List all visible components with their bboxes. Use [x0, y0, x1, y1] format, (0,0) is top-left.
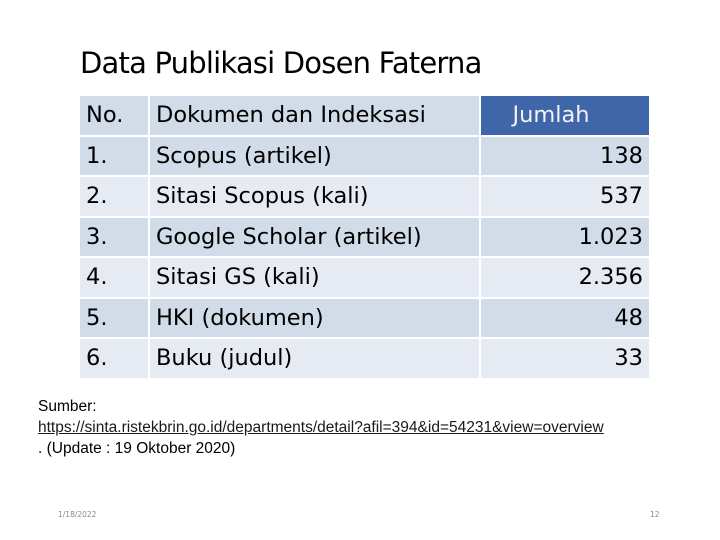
table-row: 2. Sitasi Scopus (kali) 537: [80, 177, 649, 218]
row-number: 3.: [80, 217, 148, 258]
source-note: Sumber: https://sinta.ristekbrin.go.id/d…: [38, 396, 708, 459]
row-number: 6.: [80, 339, 148, 380]
row-document: Buku (judul): [148, 339, 481, 380]
header-no: No.: [80, 96, 148, 137]
row-count: 2.356: [481, 258, 649, 299]
row-count: 138: [481, 136, 649, 177]
row-count: 33: [481, 339, 649, 380]
header-jumlah: Jumlah: [481, 96, 649, 137]
table-row: 6. Buku (judul) 33: [80, 339, 649, 380]
row-document: HKI (dokumen): [148, 298, 481, 339]
table-header-row: No. Dokumen dan Indeksasi Jumlah: [80, 96, 649, 137]
table-row: 5. HKI (dokumen) 48: [80, 298, 649, 339]
row-number: 1.: [80, 136, 148, 177]
footer-date: 1/18/2022: [58, 510, 97, 519]
row-document: Google Scholar (artikel): [148, 217, 481, 258]
row-number: 2.: [80, 177, 148, 218]
page-number: 12: [650, 510, 660, 519]
source-label: Sumber:: [38, 398, 97, 415]
slide-title: Data Publikasi Dosen Faterna: [80, 46, 482, 80]
row-number: 5.: [80, 298, 148, 339]
row-document: Scopus (artikel): [148, 136, 481, 177]
row-number: 4.: [80, 258, 148, 299]
source-link[interactable]: https://sinta.ristekbrin.go.id/departmen…: [38, 419, 604, 436]
source-update-note: . (Update : 19 Oktober 2020): [38, 440, 236, 457]
header-document: Dokumen dan Indeksasi: [148, 96, 481, 137]
row-count: 1.023: [481, 217, 649, 258]
table-row: 3. Google Scholar (artikel) 1.023: [80, 217, 649, 258]
row-document: Sitasi Scopus (kali): [148, 177, 481, 218]
table-row: 4. Sitasi GS (kali) 2.356: [80, 258, 649, 299]
row-count: 537: [481, 177, 649, 218]
row-document: Sitasi GS (kali): [148, 258, 481, 299]
row-count: 48: [481, 298, 649, 339]
table-row: 1. Scopus (artikel) 138: [80, 136, 649, 177]
publication-table: No. Dokumen dan Indeksasi Jumlah 1. Scop…: [80, 96, 649, 380]
